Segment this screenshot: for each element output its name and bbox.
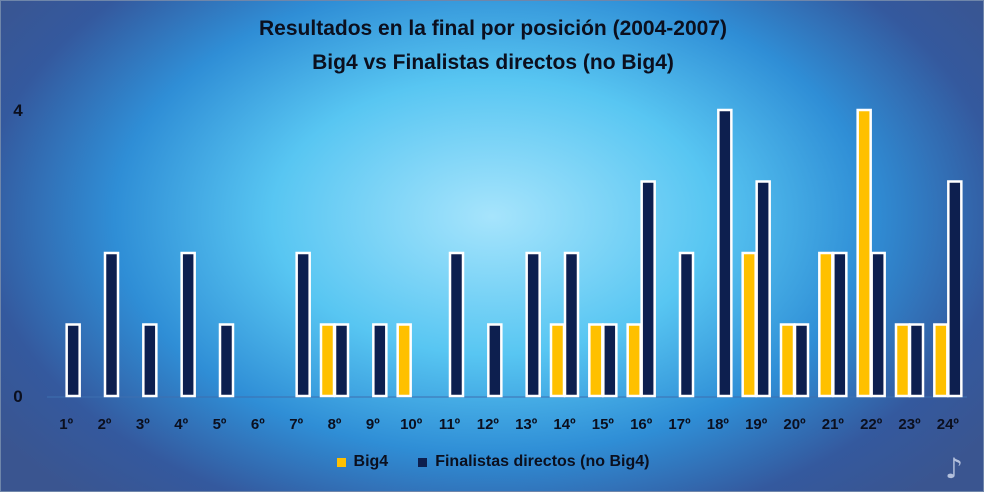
x-tick-label: 9º xyxy=(366,416,380,433)
x-tick-label: 16º xyxy=(630,416,653,433)
x-tick-label: 1º xyxy=(59,416,73,433)
bar-big4-16 xyxy=(626,323,642,398)
legend-swatch-finalistas xyxy=(418,457,428,467)
legend-item-big4: Big4 xyxy=(336,453,389,471)
y-tick-label: 0 xyxy=(13,387,22,406)
x-tick-label: 21º xyxy=(822,416,845,433)
bar-finalistas-20 xyxy=(793,323,810,398)
bar-finalistas-7 xyxy=(295,251,311,398)
bar-big4-8 xyxy=(319,323,336,398)
bar-finalistas-1 xyxy=(65,323,81,398)
x-tick-label: 19º xyxy=(745,416,768,433)
bar-finalistas-22 xyxy=(870,251,886,398)
legend-item-finalistas: Finalistas directos (no Big4) xyxy=(418,453,649,471)
x-tick-label: 3º xyxy=(136,416,150,433)
bar-finalistas-13 xyxy=(525,251,541,398)
bar-finalistas-12 xyxy=(487,323,503,398)
bar-finalistas-11 xyxy=(448,251,465,398)
x-tick-label: 20º xyxy=(783,416,806,433)
x-tick-label: 13º xyxy=(515,416,538,433)
bar-big4-24 xyxy=(933,323,949,398)
x-tick-label: 17º xyxy=(668,416,691,433)
x-tick-label: 4º xyxy=(174,416,188,433)
bar-finalistas-23 xyxy=(908,323,925,398)
bar-finalistas-15 xyxy=(602,323,618,398)
bar-finalistas-2 xyxy=(103,251,120,398)
bar-big4-10 xyxy=(396,323,412,398)
chart-title: Resultados en la final por posición (200… xyxy=(259,17,727,40)
bar-finalistas-14 xyxy=(563,251,580,398)
bar-finalistas-16 xyxy=(640,180,656,398)
x-tick-label: 11º xyxy=(439,416,461,433)
music-notes-icon: ♪ xyxy=(945,452,963,485)
bar-finalistas-19 xyxy=(755,180,771,398)
bar-finalistas-24 xyxy=(947,180,963,398)
legend-label-big4: Big4 xyxy=(353,453,389,470)
x-tick-label: 12º xyxy=(477,416,500,433)
x-tick-label: 14º xyxy=(553,416,576,433)
bar-big4-23 xyxy=(894,323,911,398)
bar-big4-15 xyxy=(588,323,604,398)
bar-big4-19 xyxy=(741,251,757,398)
x-tick-label: 7º xyxy=(289,416,303,433)
bar-big4-14 xyxy=(549,323,566,398)
bar-finalistas-21 xyxy=(832,251,848,398)
x-tick-label: 5º xyxy=(213,416,227,433)
bar-finalistas-9 xyxy=(372,323,388,398)
bar-big4-21 xyxy=(818,251,834,398)
bar-finalistas-5 xyxy=(218,323,235,398)
y-tick-label: 4 xyxy=(13,101,23,120)
bar-big4-22 xyxy=(856,108,872,398)
x-tick-label: 15º xyxy=(592,416,615,433)
x-tick-label: 23º xyxy=(898,416,921,433)
x-tick-label: 22º xyxy=(860,416,883,433)
bar-big4-20 xyxy=(779,323,796,398)
bar-finalistas-8 xyxy=(333,323,350,398)
x-tick-label: 10º xyxy=(400,416,423,433)
x-tick-label: 6º xyxy=(251,416,265,433)
chart-subtitle: Big4 vs Finalistas directos (no Big4) xyxy=(312,51,674,74)
bar-finalistas-3 xyxy=(142,323,158,398)
legend-label-finalistas: Finalistas directos (no Big4) xyxy=(435,453,650,470)
x-tick-label: 18º xyxy=(707,416,730,433)
bar-finalistas-17 xyxy=(678,251,695,398)
legend: Big4 Finalistas directos (no Big4) xyxy=(1,453,984,471)
x-tick-label: 2º xyxy=(98,416,112,433)
bar-finalistas-18 xyxy=(717,108,733,398)
bar-finalistas-4 xyxy=(180,251,196,398)
x-tick-label: 8º xyxy=(328,416,342,433)
x-tick-label: 24º xyxy=(937,416,960,433)
legend-swatch-big4 xyxy=(336,457,346,467)
